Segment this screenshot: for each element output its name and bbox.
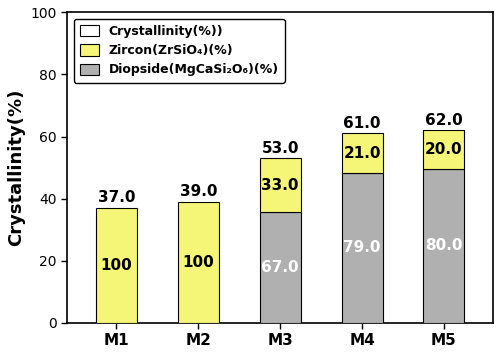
Text: 53.0: 53.0 <box>262 141 299 156</box>
Y-axis label: Crystallinity(%): Crystallinity(%) <box>7 89 25 246</box>
Bar <box>96 208 137 323</box>
Text: 100: 100 <box>100 258 132 273</box>
Text: 62.0: 62.0 <box>425 113 463 128</box>
Text: 20.0: 20.0 <box>425 142 463 157</box>
Text: 61.0: 61.0 <box>344 116 381 131</box>
Bar <box>424 169 465 323</box>
Legend: Crystallinity(%)), Zircon(ZrSiO₄)(%), Diopside(MgCaSi₂O₆)(%): Crystallinity(%)), Zircon(ZrSiO₄)(%), Di… <box>74 19 285 83</box>
Text: 79.0: 79.0 <box>344 240 381 255</box>
Text: 21.0: 21.0 <box>344 146 381 161</box>
Text: 37.0: 37.0 <box>98 190 135 206</box>
Bar <box>342 173 382 323</box>
Text: 100: 100 <box>182 255 214 270</box>
Bar <box>260 158 300 213</box>
Bar <box>260 213 300 323</box>
Bar <box>424 130 465 169</box>
Text: 67.0: 67.0 <box>262 260 299 275</box>
Bar <box>178 202 219 323</box>
Text: 39.0: 39.0 <box>180 184 217 199</box>
Bar <box>342 133 382 173</box>
Text: 80.0: 80.0 <box>425 238 463 253</box>
Text: 33.0: 33.0 <box>262 178 299 193</box>
